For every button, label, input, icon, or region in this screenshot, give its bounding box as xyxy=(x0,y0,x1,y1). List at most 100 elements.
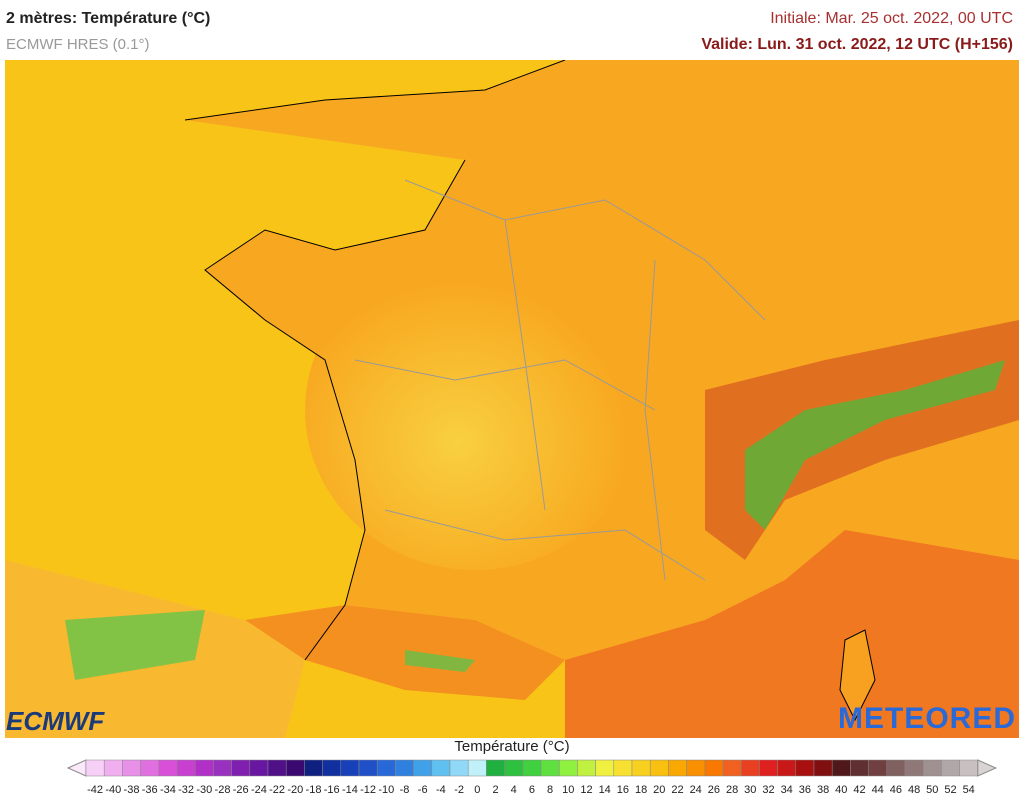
colorbar-tick-label: 8 xyxy=(547,784,553,796)
colorbar-tick-label: 26 xyxy=(708,784,720,796)
colorbar-swatch xyxy=(922,759,942,777)
colorbar-swatch xyxy=(795,759,815,777)
colorbar-swatch xyxy=(740,759,760,777)
colorbar-swatch xyxy=(595,759,615,777)
colorbar-swatch xyxy=(941,759,960,777)
colorbar-tick-label: 10 xyxy=(562,784,574,796)
colorbar-tick-label: -40 xyxy=(105,784,121,796)
valid-time: Valide: Lun. 31 oct. 2022, 12 UTC (H+156… xyxy=(701,36,1013,53)
colorbar-tick-label: 48 xyxy=(908,784,920,796)
colorbar-swatch xyxy=(577,759,596,777)
colorbar-tick-label: 22 xyxy=(671,784,683,796)
ecmwf-logo: ECMWF xyxy=(6,706,105,736)
mediterranean xyxy=(565,530,1019,738)
colorbar-swatch xyxy=(140,759,160,777)
colorbar-tick-label: -22 xyxy=(269,784,285,796)
colorbar-tick-label: -36 xyxy=(142,784,158,796)
colorbar-tick-label: -16 xyxy=(324,784,340,796)
colorbar-tick-label: 2 xyxy=(492,784,498,796)
colorbar-swatch xyxy=(759,759,778,777)
colorbar-swatch xyxy=(213,759,232,777)
colorbar-swatch xyxy=(431,759,451,777)
colorbar-tick-label: -18 xyxy=(306,784,322,796)
colorbar-swatch xyxy=(831,759,851,777)
map xyxy=(5,60,1019,738)
colorbar-swatch xyxy=(631,759,651,777)
colorbar-swatch xyxy=(467,759,487,777)
title: 2 mètres: Température (°C) xyxy=(6,10,211,27)
colorbar-tick-label: 44 xyxy=(872,784,884,796)
colorbar-tick-label: -14 xyxy=(342,784,358,796)
alps-snow xyxy=(745,360,1005,530)
colorbar-tick-label: 6 xyxy=(529,784,535,796)
colorbar-swatch xyxy=(231,759,251,777)
colorbar-high-arrow xyxy=(977,759,998,777)
colorbar-swatch xyxy=(540,759,560,777)
colorbar-swatch xyxy=(777,759,797,777)
colorbar-tick-label: 38 xyxy=(817,784,829,796)
colorbar-tick-label: 0 xyxy=(474,784,480,796)
colorbar-swatch xyxy=(340,759,360,777)
colorbar-tick-label: -42 xyxy=(87,784,103,796)
colorbar-tick-label: 46 xyxy=(890,784,902,796)
subtitle: ECMWF HRES (0.1°) xyxy=(6,36,150,53)
colorbar-tick-label: 16 xyxy=(617,784,629,796)
colorbar-swatch xyxy=(504,759,524,777)
colorbar-swatch xyxy=(813,759,833,777)
colorbar-swatch xyxy=(868,759,888,777)
corsica xyxy=(839,629,876,722)
colorbar-tick-label: -10 xyxy=(378,784,394,796)
colorbar-tick-label: 24 xyxy=(690,784,702,796)
colorbar-swatch xyxy=(376,759,396,777)
colorbar-tick-label: -20 xyxy=(287,784,303,796)
interior xyxy=(305,250,645,570)
colorbar-tick-label: 34 xyxy=(781,784,793,796)
colorbar-tick-label: 20 xyxy=(653,784,665,796)
colorbar-swatch xyxy=(850,759,869,777)
colorbar-swatch xyxy=(194,759,214,777)
colorbar-swatch xyxy=(322,759,342,777)
colorbar-tick-label: -6 xyxy=(418,784,428,796)
colorbar-tick-label: -28 xyxy=(215,784,231,796)
colorbar-tick-label: 54 xyxy=(963,784,975,796)
colorbar-tick-label: -8 xyxy=(400,784,410,796)
colorbar-tick-label: 52 xyxy=(944,784,956,796)
colorbar-low-arrow xyxy=(66,759,87,777)
colorbar-swatch xyxy=(613,759,633,777)
colorbar-tick-label: 12 xyxy=(580,784,592,796)
colorbar-swatch xyxy=(722,759,742,777)
colorbar-tick-label: -32 xyxy=(178,784,194,796)
colorbar-swatch xyxy=(158,759,178,777)
colorbar-swatch xyxy=(267,759,287,777)
colorbar-swatch xyxy=(649,759,669,777)
colorbar-tick-label: -38 xyxy=(124,784,140,796)
colorbar-tick-label: 14 xyxy=(599,784,611,796)
colorbar-tick-label: -26 xyxy=(233,784,249,796)
colorbar-swatch xyxy=(886,759,906,777)
colorbar-swatch xyxy=(85,759,105,777)
colorbar-swatch xyxy=(486,759,505,777)
colorbar-tick-label: 36 xyxy=(799,784,811,796)
colorbar-tick-label: 30 xyxy=(744,784,756,796)
initial-time: Initiale: Mar. 25 oct. 2022, 00 UTC xyxy=(770,10,1013,27)
colorbar-swatch xyxy=(176,759,196,777)
colorbar-tick-label: 40 xyxy=(835,784,847,796)
colorbar-swatch xyxy=(249,759,269,777)
colorbar-swatch xyxy=(959,759,979,777)
colorbar-swatch xyxy=(558,759,578,777)
pyrenees-snow xyxy=(405,650,475,672)
colorbar-tick-label: -12 xyxy=(360,784,376,796)
colorbar-swatch xyxy=(122,759,141,777)
colorbar-tick-label: -30 xyxy=(196,784,212,796)
colorbar-tick-label: -4 xyxy=(436,784,446,796)
colorbar-tick-label: 28 xyxy=(726,784,738,796)
colorbar-tick-label: -34 xyxy=(160,784,176,796)
colorbar-swatch xyxy=(522,759,542,777)
colorbar-tick-label: 50 xyxy=(926,784,938,796)
colorbar-swatch xyxy=(686,759,706,777)
cantabrian xyxy=(65,610,205,680)
colorbar-swatch xyxy=(358,759,378,777)
colorbar-tick-label: 42 xyxy=(853,784,865,796)
colorbar: -42 -40 -38 -36 -34 -32 -30 -28 -26 -24 -22 -20 -18-… xyxy=(66,759,998,796)
